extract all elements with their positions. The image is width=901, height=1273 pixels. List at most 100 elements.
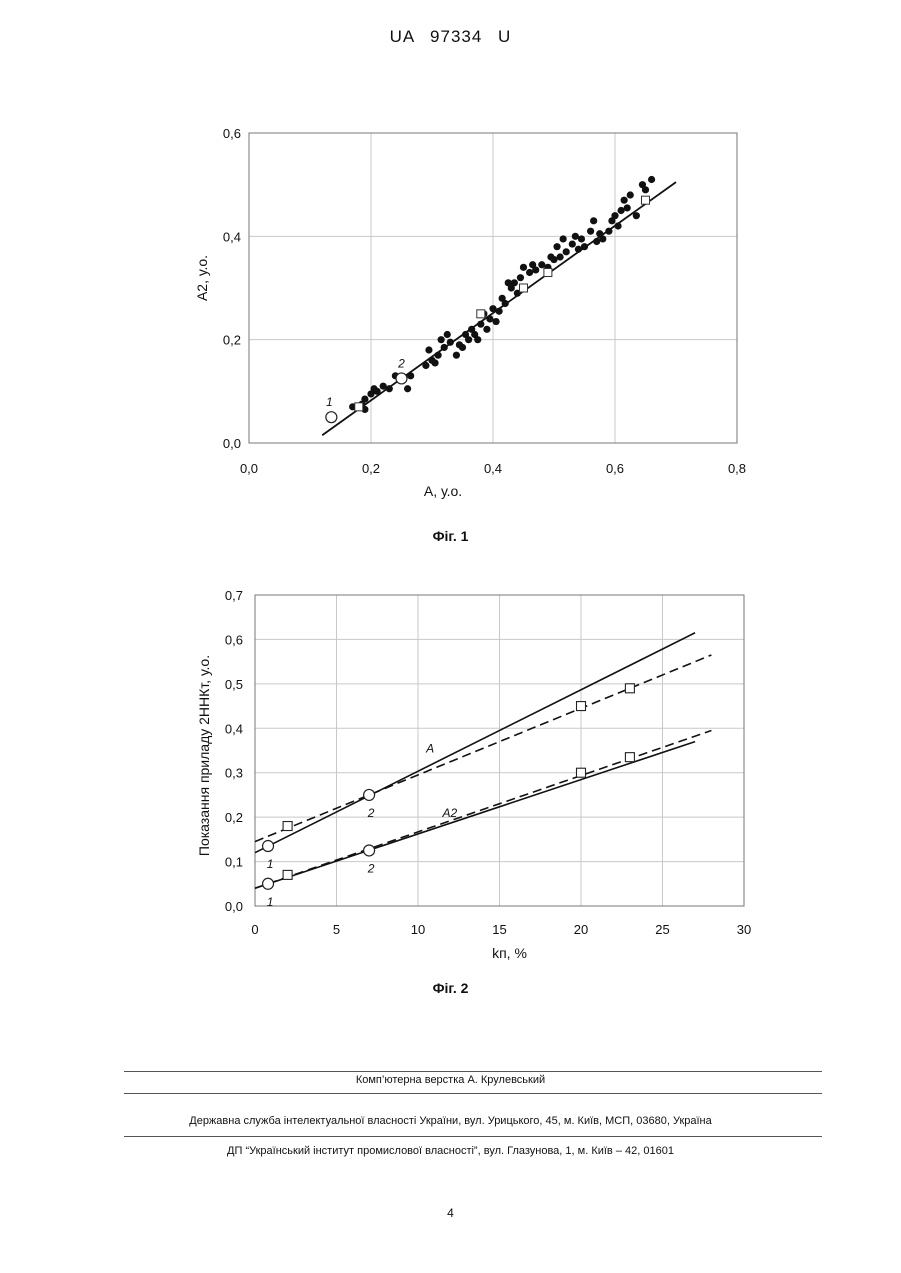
data-point-square xyxy=(577,702,586,711)
y-axis-label: A2, у.о. xyxy=(194,255,210,301)
data-point xyxy=(627,191,634,198)
data-point xyxy=(560,235,567,242)
data-point xyxy=(361,395,368,402)
data-point-square xyxy=(642,196,650,204)
reference-point-circle xyxy=(396,373,407,384)
data-point-square xyxy=(283,870,292,879)
reference-point-label: 1 xyxy=(326,395,333,409)
footer-publisher: Державна служба інтелектуальної власност… xyxy=(0,1115,901,1127)
footer-rule-top xyxy=(124,1071,822,1072)
solid-series-line xyxy=(255,633,695,853)
data-point xyxy=(492,318,499,325)
series-label-A: A xyxy=(425,742,434,756)
x-tick-label: 25 xyxy=(655,922,669,937)
reference-point-circle xyxy=(364,789,375,800)
data-point xyxy=(496,308,503,315)
data-point xyxy=(483,326,490,333)
data-point xyxy=(425,346,432,353)
data-point xyxy=(563,248,570,255)
x-tick-label: 0,8 xyxy=(728,461,746,476)
data-point xyxy=(477,321,484,328)
y-tick-label: 0,6 xyxy=(225,632,243,647)
data-point-square xyxy=(355,403,363,411)
reference-point-label: 1 xyxy=(267,857,274,871)
x-axis-label: kп, % xyxy=(492,945,527,961)
data-point-square xyxy=(625,753,634,762)
data-point xyxy=(642,186,649,193)
footer-rule-middle xyxy=(124,1093,822,1094)
data-point xyxy=(374,388,381,395)
figure-1-caption: Фіг. 1 xyxy=(0,528,901,544)
y-tick-label: 0,2 xyxy=(223,333,241,348)
y-tick-label: 0,7 xyxy=(225,588,243,603)
data-point xyxy=(569,240,576,247)
y-tick-label: 0,2 xyxy=(225,810,243,825)
data-point xyxy=(590,217,597,224)
x-tick-label: 20 xyxy=(574,922,588,937)
data-point xyxy=(453,352,460,359)
data-point xyxy=(502,300,509,307)
data-point-square xyxy=(477,310,485,318)
data-point xyxy=(532,266,539,273)
figure-2-line-chart: 0510152025300,00,10,20,30,40,50,60,7kп, … xyxy=(0,560,901,970)
reference-point-label: 1 xyxy=(267,895,274,909)
data-point-square xyxy=(577,768,586,777)
x-tick-label: 0,2 xyxy=(362,461,380,476)
data-point xyxy=(605,228,612,235)
series-label-A2: A2 xyxy=(441,806,457,820)
x-tick-label: 30 xyxy=(737,922,751,937)
reference-point-label: 2 xyxy=(367,806,375,820)
footer-typesetting: Комп’ютерна верстка А. Крулевський xyxy=(0,1074,901,1086)
data-point xyxy=(465,336,472,343)
x-tick-label: 15 xyxy=(492,922,506,937)
data-point xyxy=(633,212,640,219)
data-point xyxy=(614,222,621,229)
data-point xyxy=(557,253,564,260)
reference-point-label: 2 xyxy=(397,356,405,370)
data-point xyxy=(578,235,585,242)
data-point xyxy=(611,212,618,219)
data-point xyxy=(407,372,414,379)
data-point-square xyxy=(520,284,528,292)
y-tick-label: 0,0 xyxy=(223,436,241,451)
x-tick-label: 0,0 xyxy=(240,461,258,476)
footer-institute: ДП “Український інститут промислової вла… xyxy=(0,1145,901,1157)
data-point xyxy=(422,362,429,369)
data-point-square xyxy=(625,684,634,693)
reference-point-circle xyxy=(263,878,274,889)
reference-point-circle xyxy=(263,841,274,852)
x-tick-label: 0,6 xyxy=(606,461,624,476)
data-point xyxy=(441,344,448,351)
data-point xyxy=(599,235,606,242)
data-point xyxy=(648,176,655,183)
data-point xyxy=(447,339,454,346)
x-tick-label: 0 xyxy=(251,922,258,937)
y-tick-label: 0,3 xyxy=(225,766,243,781)
reference-point-circle xyxy=(364,845,375,856)
data-point xyxy=(587,228,594,235)
data-point xyxy=(386,385,393,392)
x-axis-label: A, у.о. xyxy=(424,483,462,499)
reference-point-label: 2 xyxy=(367,861,375,875)
data-point-square xyxy=(283,822,292,831)
data-point xyxy=(581,243,588,250)
data-point xyxy=(404,385,411,392)
data-point xyxy=(444,331,451,338)
data-point xyxy=(624,204,631,211)
data-point xyxy=(435,352,442,359)
data-point xyxy=(431,359,438,366)
y-tick-label: 0,1 xyxy=(225,855,243,870)
y-tick-label: 0,5 xyxy=(225,677,243,692)
dashed-series-line xyxy=(255,731,711,889)
footer-rule-bottom xyxy=(124,1136,822,1137)
y-tick-label: 0,6 xyxy=(223,126,241,141)
x-tick-label: 10 xyxy=(411,922,425,937)
y-axis-label: Показання приладу 2ННКт, у.о. xyxy=(196,655,212,856)
dashed-series-line xyxy=(255,655,711,842)
data-point xyxy=(520,264,527,271)
data-point xyxy=(459,344,466,351)
x-tick-label: 0,4 xyxy=(484,461,502,476)
data-point xyxy=(621,197,628,204)
figure-2-caption: Фіг. 2 xyxy=(0,980,901,996)
figure-1-scatter-chart: 0,00,20,40,60,80,00,20,40,6A, у.о.A2, у.… xyxy=(0,0,901,520)
